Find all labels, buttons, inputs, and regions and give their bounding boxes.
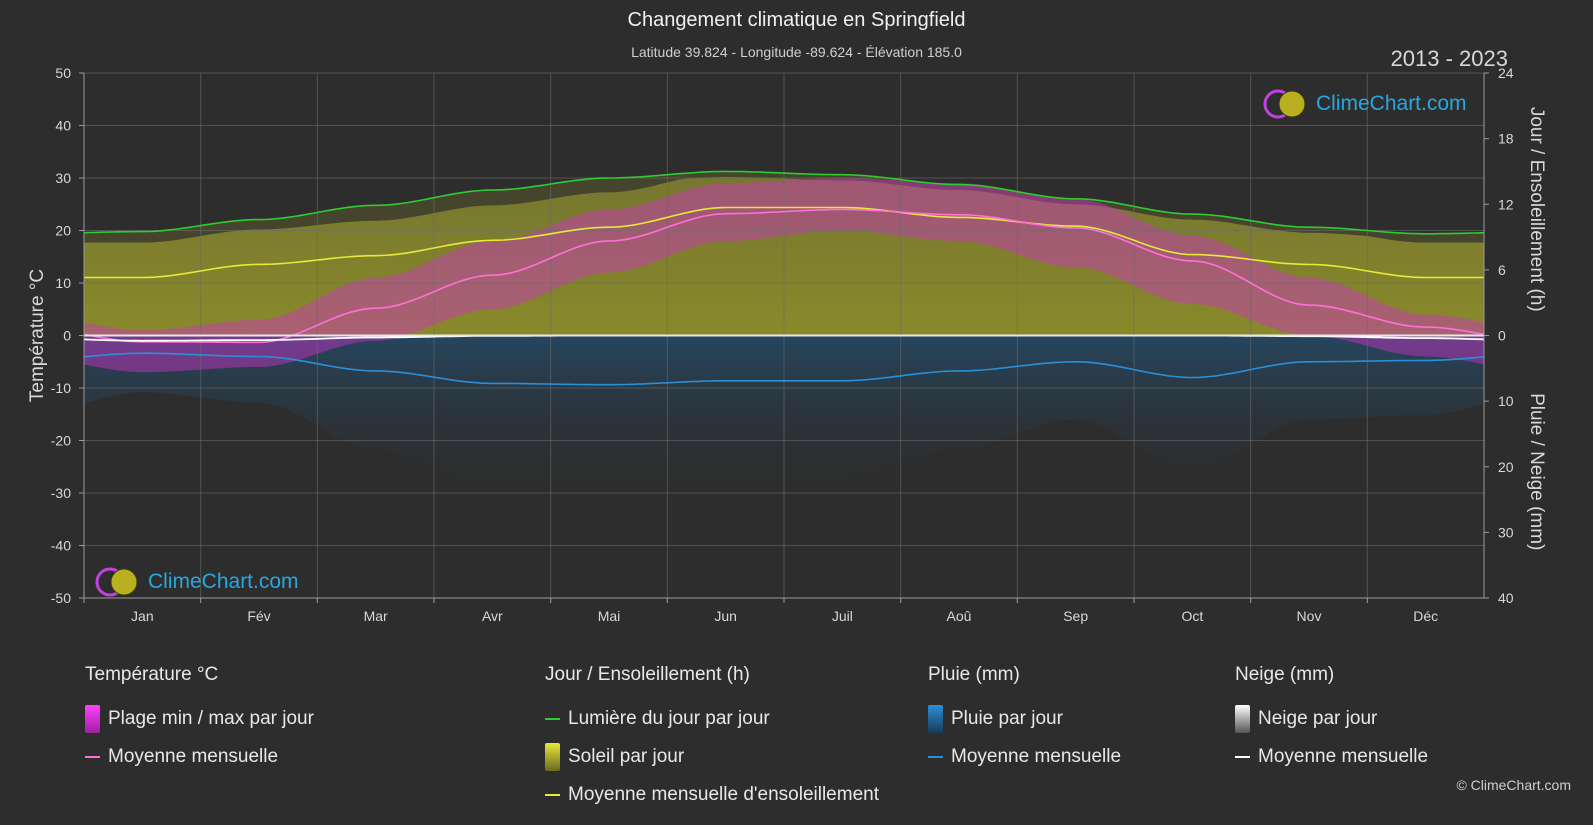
- line-swatch: [545, 794, 560, 796]
- clime-logo-icon: [1263, 89, 1306, 119]
- legend-daylight: Jour / Ensoleillement (h) Lumière du jou…: [545, 664, 879, 814]
- legend-rain: Pluie (mm) Pluie par jour Moyenne mensue…: [928, 664, 1121, 776]
- y-axis-title-right-top: Jour / Ensoleillement (h): [1526, 107, 1547, 312]
- rain-mean-line: [83, 352, 1485, 386]
- right-tick-label: 40: [1498, 590, 1514, 606]
- legend-title: Pluie (mm): [928, 664, 1020, 685]
- daylight-band: [84, 171, 1484, 243]
- right-tick-label: 0: [1498, 328, 1506, 344]
- legend-label: Moyenne mensuelle: [108, 746, 279, 767]
- legend-title: Jour / Ensoleillement (h): [545, 664, 750, 685]
- right-tick-label: 10: [1498, 393, 1514, 409]
- x-tick-label: Fév: [247, 608, 270, 624]
- left-tick-label: 10: [55, 275, 71, 291]
- x-tick-label: Mai: [598, 608, 621, 624]
- left-tick-label: 30: [55, 170, 71, 186]
- left-tick-label: -10: [51, 380, 71, 396]
- year-range: 2013 - 2023: [1390, 46, 1508, 71]
- legend-title: Température °C: [85, 664, 219, 685]
- line-swatch: [1235, 756, 1250, 758]
- x-tick-label: Nov: [1297, 608, 1322, 624]
- x-tick-label: Mar: [364, 608, 388, 624]
- line-swatch: [928, 756, 943, 758]
- legend-item: Neige par jour: [1235, 700, 1428, 738]
- legend-item: Moyenne mensuelle: [928, 738, 1121, 776]
- left-tick-label: -30: [51, 485, 71, 501]
- right-tick-label: 30: [1498, 524, 1514, 540]
- range-swatch: [85, 705, 100, 733]
- x-tick-label: Jun: [714, 608, 737, 624]
- legend-title: Neige (mm): [1235, 664, 1335, 685]
- logo-top[interactable]: ClimeChart.com: [1262, 88, 1467, 120]
- x-tick-label: Juil: [832, 608, 853, 624]
- legend-item: Moyenne mensuelle d'ensoleillement: [545, 776, 879, 814]
- legend-label: Neige par jour: [1258, 708, 1378, 729]
- legend-item: Soleil par jour: [545, 738, 879, 776]
- right-tick-label: 18: [1498, 131, 1514, 147]
- left-tick-label: 50: [55, 65, 71, 81]
- line-swatch: [85, 756, 100, 758]
- snow-swatch: [1235, 705, 1250, 733]
- climate-chart: 50 40 30 20 10 0 -10 -20 -30 -40 -50 24 18 12 6 0 10 20 30…: [27, 65, 1547, 624]
- legend-item: Moyenne mensuelle: [85, 738, 314, 776]
- y-axis-title-left: Température °C: [27, 269, 48, 402]
- x-tick-label: Oct: [1181, 608, 1203, 624]
- y-axis-title-right-bottom: Pluie / Neige (mm): [1526, 393, 1547, 550]
- daylight-line: [83, 170, 1485, 235]
- x-tick-label: Déc: [1413, 608, 1438, 624]
- legend-label: Soleil par jour: [568, 746, 685, 767]
- logo-text: ClimeChart.com: [1316, 92, 1467, 115]
- logo-text: ClimeChart.com: [148, 570, 299, 593]
- legend-label: Moyenne mensuelle: [951, 746, 1122, 767]
- right-tick-label: 6: [1498, 262, 1506, 278]
- right-tick-label: 20: [1498, 459, 1514, 475]
- logo-bottom[interactable]: ClimeChart.com: [94, 566, 299, 598]
- right-tick-label: 12: [1498, 196, 1514, 212]
- left-tick-label: 0: [63, 328, 71, 344]
- left-tick-label: -20: [51, 433, 71, 449]
- sunshine-mean-line: [84, 206, 1484, 279]
- rain-swatch: [928, 705, 943, 733]
- left-tick-label: -40: [51, 538, 71, 554]
- legend-temperature: Température °C Plage min / max par jour …: [85, 664, 314, 776]
- left-tick-label: -50: [51, 590, 71, 606]
- chart-title: Changement climatique en Springfield: [627, 9, 966, 31]
- legend-item: Moyenne mensuelle: [1235, 738, 1428, 776]
- left-tick-label: 40: [55, 118, 71, 134]
- legend-label: Moyenne mensuelle: [1258, 746, 1429, 767]
- legend-item: Plage min / max par jour: [85, 700, 314, 738]
- legend-item: Pluie par jour: [928, 700, 1121, 738]
- legend-item: Lumière du jour par jour: [545, 700, 879, 738]
- clime-logo-icon: [95, 567, 138, 597]
- x-tick-label: Sep: [1063, 608, 1088, 624]
- legend-snow: Neige (mm) Neige par jour Moyenne mensue…: [1235, 664, 1428, 776]
- x-tick-label: Jan: [131, 608, 154, 624]
- chart-subtitle: Latitude 39.824 - Longitude -89.624 - Él…: [631, 44, 962, 60]
- temperature-mean-line: [83, 208, 1485, 344]
- legend-label: Pluie par jour: [951, 708, 1063, 729]
- x-tick-label: Avr: [482, 608, 503, 624]
- right-tick-label: 24: [1498, 65, 1514, 81]
- legend-label: Plage min / max par jour: [108, 708, 314, 729]
- left-tick-label: 20: [55, 223, 71, 239]
- sun-swatch: [545, 743, 560, 771]
- legend-label: Moyenne mensuelle d'ensoleillement: [568, 784, 879, 805]
- x-tick-label: Aoû: [947, 608, 972, 624]
- line-swatch: [545, 718, 560, 720]
- copyright: © ClimeChart.com: [1456, 777, 1571, 793]
- legend-label: Lumière du jour par jour: [568, 708, 770, 729]
